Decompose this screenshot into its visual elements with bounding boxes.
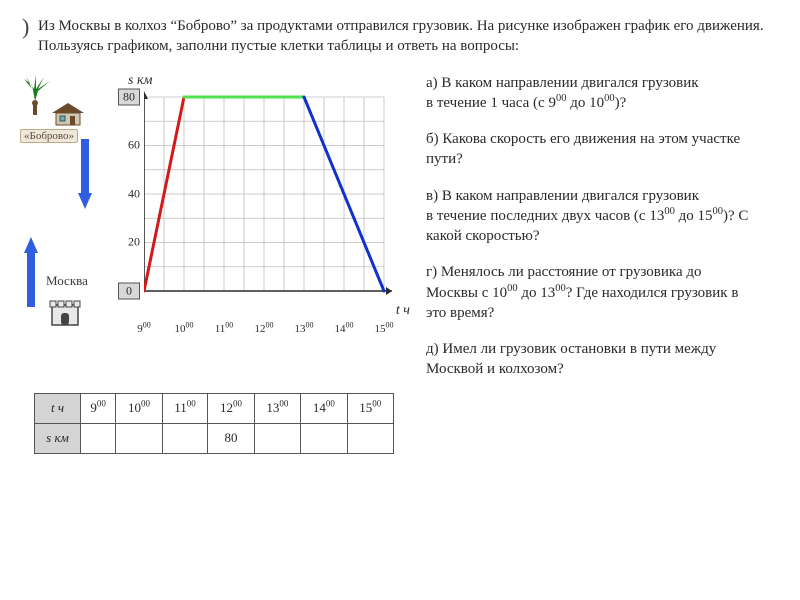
house-icon xyxy=(50,101,86,127)
s-cell[interactable] xyxy=(254,423,300,453)
y-tick: 60 xyxy=(116,138,140,153)
row-header-t: t ч xyxy=(35,393,81,423)
t-cell: 900 xyxy=(81,393,116,423)
x-tick: 1500 xyxy=(375,323,394,335)
x-tick: 900 xyxy=(137,323,151,335)
data-table: t ч 900 1000 1100 1200 1300 1400 1500 s … xyxy=(34,393,394,454)
x-tick: 1100 xyxy=(215,323,234,335)
row-header-s: s км xyxy=(35,423,81,453)
left-column: «Боброво» Москва xyxy=(28,73,408,396)
question-e: д) Имел ли грузовик остановки в пути меж… xyxy=(426,339,756,380)
y-tick: 40 xyxy=(116,186,140,201)
questions-column: а) В каком направлении двигался грузовик… xyxy=(426,73,756,396)
t-cell: 1500 xyxy=(347,393,393,423)
castle-icon xyxy=(48,291,82,327)
s-cell[interactable]: 80 xyxy=(208,423,254,453)
table-row: t ч 900 1000 1100 1200 1300 1400 1500 xyxy=(35,393,394,423)
t-cell: 1100 xyxy=(162,393,208,423)
moscow-label: Москва xyxy=(46,273,88,289)
distance-time-chart xyxy=(144,91,394,311)
x-tick: 1000 xyxy=(175,323,194,335)
problem-intro: Из Москвы в колхоз “Боброво” за продукта… xyxy=(28,16,772,67)
t-cell: 1400 xyxy=(301,393,347,423)
leading-paren: ) xyxy=(22,14,29,40)
x-tick: 1200 xyxy=(255,323,274,335)
t-cell: 1000 xyxy=(116,393,162,423)
table-row: s км 80 xyxy=(35,423,394,453)
t-cell: 1200 xyxy=(208,393,254,423)
x-tick: 1400 xyxy=(335,323,354,335)
arrow-down-icon xyxy=(78,139,92,209)
x-axis-label: t ч xyxy=(396,303,410,319)
data-table-wrap: t ч 900 1000 1100 1200 1300 1400 1500 s … xyxy=(34,393,394,454)
s-cell[interactable] xyxy=(301,423,347,453)
y-tick: 20 xyxy=(116,235,140,250)
question-a: а) В каком направлении двигался грузовик… xyxy=(426,73,756,114)
chart-area: s км 020406080 t ч 900100011001200130014… xyxy=(114,73,404,333)
y-tick-labels: 020406080 xyxy=(116,83,142,293)
bobrovo-label: «Боброво» xyxy=(20,129,78,143)
arrow-up-icon xyxy=(24,237,38,307)
s-cell[interactable] xyxy=(81,423,116,453)
question-d: г) Менялось ли расстояние от грузовика д… xyxy=(426,262,756,323)
question-b: б) Какова скорость его движения на этом … xyxy=(426,129,756,170)
s-cell[interactable] xyxy=(116,423,162,453)
y-tick: 0 xyxy=(118,282,140,299)
y-tick: 80 xyxy=(118,88,140,105)
x-tick-labels: 900100011001200130014001500 xyxy=(144,319,394,335)
t-cell: 1300 xyxy=(254,393,300,423)
question-c: в) В каком направлении двигался грузовик… xyxy=(426,186,756,247)
x-tick: 1300 xyxy=(295,323,314,335)
s-cell[interactable] xyxy=(162,423,208,453)
s-cell[interactable] xyxy=(347,423,393,453)
